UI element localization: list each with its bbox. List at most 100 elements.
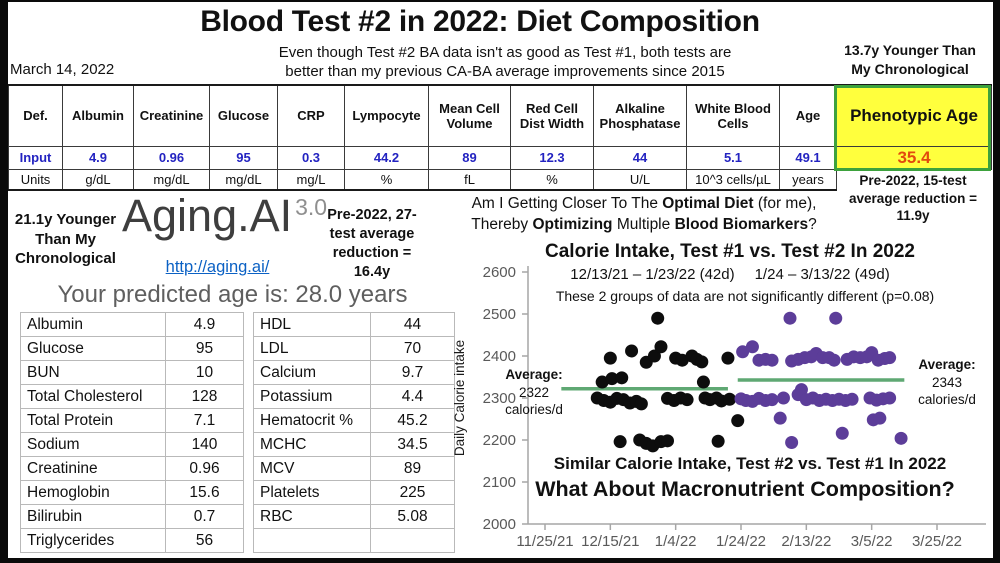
page-title: Blood Test #2 in 2022: Diet Composition — [200, 5, 760, 38]
biomarker-value: 0.96 — [165, 456, 244, 481]
frame-bottom — [0, 558, 1000, 563]
data-point — [731, 414, 745, 428]
input-value: 12.3 — [510, 145, 594, 170]
data-point — [829, 311, 843, 325]
y-tick-label: 2500 — [483, 306, 516, 323]
biomarker-value: 5.08 — [370, 504, 455, 529]
header-def: Def. — [8, 84, 63, 147]
header-cell: White Blood Cells — [686, 84, 780, 147]
data-point — [783, 311, 797, 325]
biomarker-name: LDL — [253, 336, 371, 361]
table-row: RBC 5.08 — [253, 504, 455, 529]
biomarker-value: 34.5 — [370, 432, 455, 457]
input-row-label: Input — [8, 145, 63, 170]
biomarker-name: Creatinine — [20, 456, 166, 481]
data-point — [736, 345, 750, 359]
chart-conclusion-text: Similar Calorie Intake, Test #2 vs. Test… — [553, 454, 947, 473]
data-point — [794, 383, 808, 397]
biomarker-name: Calcium — [253, 360, 371, 385]
biomarker-name: Platelets — [253, 480, 371, 505]
biomarker-name: Total Protein — [20, 408, 166, 433]
table-row: Triglycerides 56 — [20, 528, 244, 553]
average-unit: calories/d — [918, 392, 976, 408]
biomarker-value: 89 — [370, 456, 455, 481]
unit-cell: mg/L — [277, 168, 345, 191]
data-point — [894, 431, 908, 445]
unit-cell: mg/dL — [133, 168, 210, 191]
data-point — [723, 392, 737, 406]
biomarker-value: 128 — [165, 384, 244, 409]
y-tick-label: 2000 — [483, 516, 516, 533]
data-point — [883, 391, 897, 405]
aging-ai-version: 3.0 — [295, 194, 328, 220]
phenotypic-reduction-note: Pre-2022, 15-test average reduction = 11… — [849, 173, 977, 224]
data-point — [785, 436, 799, 450]
aging-ai-link[interactable]: http://aging.ai/ — [165, 258, 270, 276]
data-point — [776, 391, 790, 405]
biomarker-name: Bilirubin — [20, 504, 166, 529]
average-label-test2: Average: 2343 calories/d — [903, 356, 991, 409]
biomarker-value: 0.7 — [165, 504, 244, 529]
biomarker-value: 44 — [370, 312, 455, 337]
question-line: Am I Getting Closer To The Optimal Diet … — [471, 195, 817, 212]
data-point — [827, 353, 841, 367]
calorie-scatter-chart: 2000 2100 2200 2300 2400 2500 2600 11/25/21 12/1… — [452, 264, 986, 550]
biomarker-name: RBC — [253, 504, 371, 529]
biomarker-value: 15.6 — [165, 480, 244, 505]
table-row: BUN 10 — [20, 360, 244, 385]
average-caption: Average: — [505, 367, 563, 382]
unit-cell: % — [344, 168, 429, 191]
biomarker-name: Hemoglobin — [20, 480, 166, 505]
blood-values-table-right: HDL 44 LDL 70 Calcium 9.7 Potassium 4.4 Hematocr… — [253, 312, 455, 553]
data-point — [745, 340, 759, 354]
table-row: Hemoglobin 15.6 — [20, 480, 244, 505]
pvalue-note: These 2 groups of data are not significa… — [555, 288, 935, 304]
data-point — [634, 397, 648, 411]
input-value: 0.96 — [133, 145, 210, 170]
x-tick-label: 1/24/22 — [716, 533, 766, 550]
frame-top — [0, 0, 1000, 2]
table-row: MCHC 34.5 — [253, 432, 455, 457]
data-point — [651, 311, 665, 325]
unit-cell: fL — [428, 168, 511, 191]
header-cell: CRP — [277, 84, 345, 147]
data-point — [845, 392, 859, 406]
biomarker-value: 7.1 — [165, 408, 244, 433]
data-point — [711, 434, 725, 448]
biomarker-value: 45.2 — [370, 408, 455, 433]
biomarker-value: 225 — [370, 480, 455, 505]
input-value: 95 — [209, 145, 278, 170]
biomarker-name: Triglycerides — [20, 528, 166, 553]
average-value: 2343 — [931, 374, 963, 390]
data-point — [696, 375, 710, 389]
data-point — [615, 371, 629, 385]
table-row: Hematocrit % 45.2 — [253, 408, 455, 433]
y-tick-label: 2400 — [483, 348, 516, 365]
macronutrient-question: What About Macronutrient Composition? — [535, 477, 955, 501]
predicted-age-text: Your predicted age is: 28.0 years — [57, 281, 408, 308]
table-row: Total Cholesterol 128 — [20, 384, 244, 409]
table-row: Platelets 225 — [253, 480, 455, 505]
chart-title: Calorie Intake, Test #1 vs. Test #2 In 2… — [545, 241, 915, 262]
x-tick-label: 3/25/22 — [912, 533, 962, 550]
frame-left — [0, 0, 8, 563]
empty-cell — [836, 169, 992, 190]
younger-left-note: 21.1y Younger Than My Chronological — [14, 211, 117, 267]
input-value: 89 — [428, 145, 511, 170]
header-cell: Creatinine — [133, 84, 210, 147]
biomarker-name: Total Cholesterol — [20, 384, 166, 409]
input-value: 5.1 — [686, 145, 780, 170]
chart-date-ranges: 12/13/21 – 1/23/22 (42d) 1/24 – 3/13/22 … — [515, 266, 945, 283]
optimal-diet-question: Am I Getting Closer To The Optimal Diet … — [448, 194, 840, 236]
x-tick-label: 11/25/21 — [516, 533, 573, 550]
average-label-test1: Average: 2322 calories/d — [497, 366, 571, 419]
header-cell: Glucose — [209, 84, 278, 147]
biomarker-name: Glucose — [20, 336, 166, 361]
x-tick-label: 2/13/22 — [781, 533, 831, 550]
x-tick-label: 1/4/22 — [655, 533, 697, 550]
data-point — [765, 393, 779, 407]
header-cell: Lympocyte — [344, 84, 429, 147]
table-row: Glucose 95 — [20, 336, 244, 361]
table-row: LDL 70 — [253, 336, 455, 361]
